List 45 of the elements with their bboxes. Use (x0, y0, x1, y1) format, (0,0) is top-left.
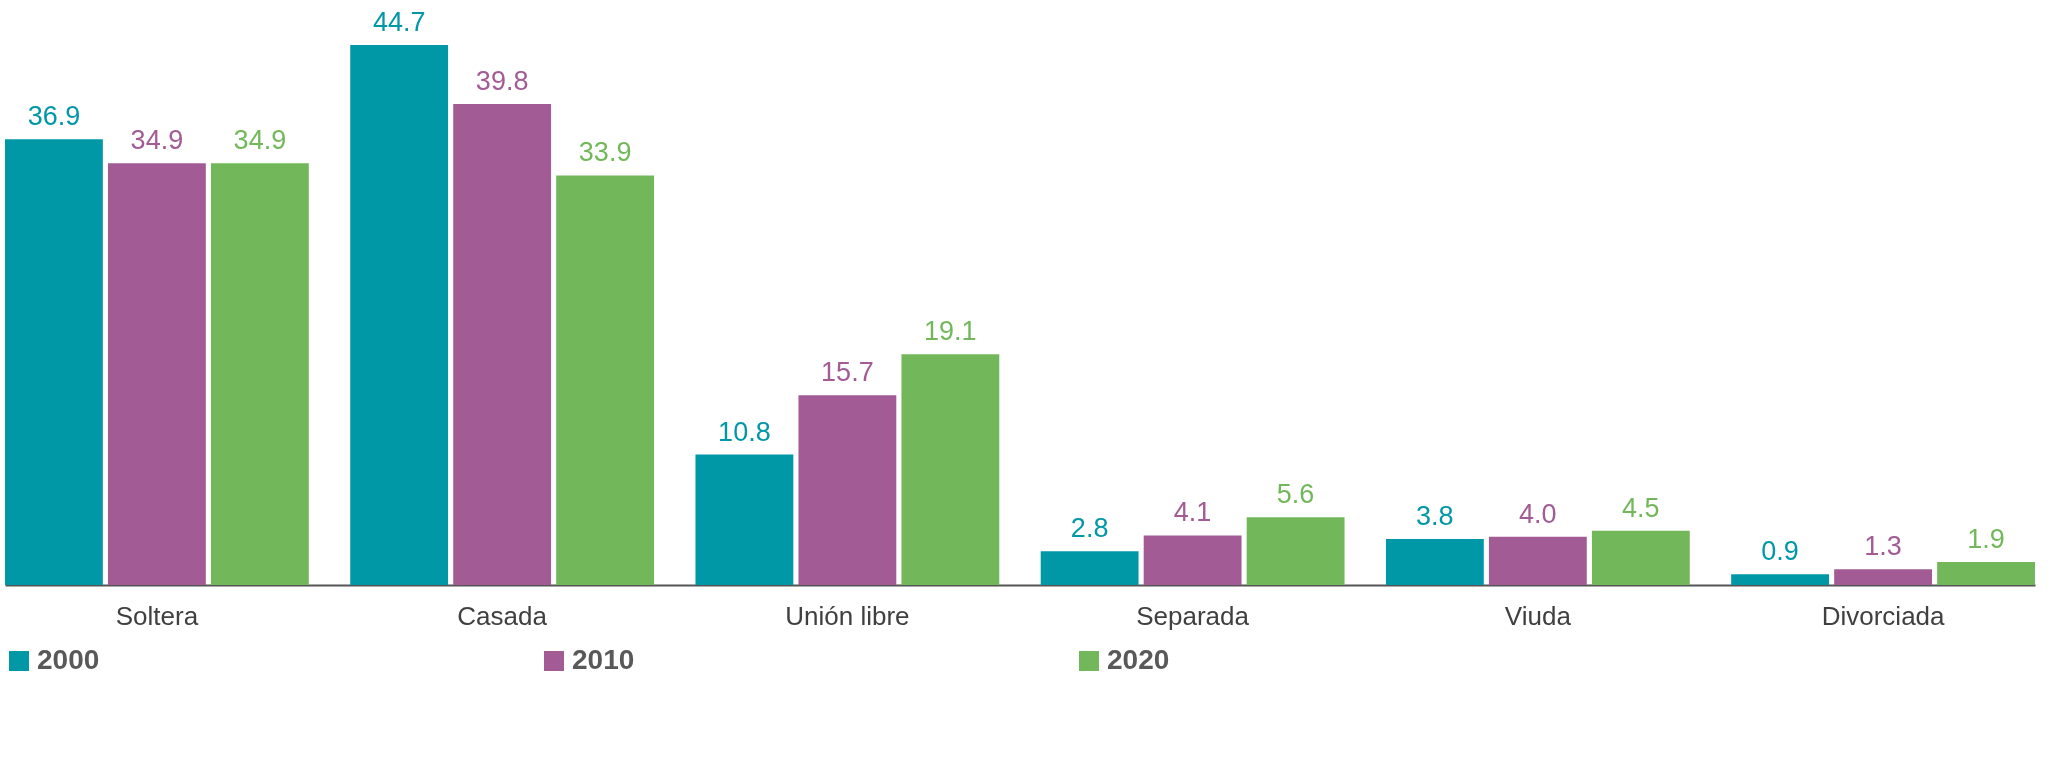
bar (901, 354, 1000, 585)
x-tick-label: Separada (1136, 600, 1250, 631)
data-label: 10.8 (718, 416, 771, 447)
x-tick-label: Divorciada (1821, 600, 1946, 631)
bar (1731, 574, 1830, 585)
bar (453, 104, 552, 585)
bar (1834, 569, 1933, 585)
bar (1246, 517, 1345, 585)
data-label: 19.1 (924, 316, 977, 347)
data-label: 44.7 (372, 6, 426, 37)
x-tick-label: Soltera (115, 600, 199, 631)
data-label: 39.8 (475, 66, 529, 97)
data-label: 1.9 (1967, 524, 2005, 555)
data-label: 34.9 (130, 125, 184, 156)
data-label: 1.3 (1864, 531, 1902, 562)
data-label: 34.9 (233, 125, 287, 156)
x-tick-label: Casada (457, 600, 548, 631)
data-label: 4.0 (1519, 498, 1557, 529)
data-label: 2.8 (1070, 513, 1109, 544)
bar (350, 44, 449, 585)
legend-label: 2000 (37, 644, 100, 675)
bar (210, 163, 309, 585)
data-label: 4.5 (1622, 492, 1660, 523)
bar (1143, 535, 1242, 585)
bar (1040, 551, 1139, 585)
bar (798, 395, 897, 585)
bar (1488, 536, 1587, 585)
x-tick-label: Unión libre (785, 600, 910, 631)
data-label: 15.7 (821, 357, 874, 388)
bar (1385, 539, 1484, 585)
bar (695, 454, 794, 585)
bar (556, 175, 655, 585)
bar (1937, 562, 2035, 585)
data-label: 36.9 (27, 101, 81, 132)
x-tick-label: Viuda (1504, 600, 1572, 631)
legend-label: 2020 (1107, 644, 1170, 675)
data-label: 5.6 (1276, 479, 1315, 510)
bar (5, 139, 103, 585)
data-label: 33.9 (578, 137, 632, 168)
data-label: 3.8 (1416, 501, 1454, 532)
bar (1591, 530, 1690, 585)
data-label: 4.1 (1173, 497, 1212, 528)
bar (107, 163, 206, 585)
legend-label: 2010 (572, 644, 635, 675)
data-label: 0.9 (1761, 536, 1799, 567)
